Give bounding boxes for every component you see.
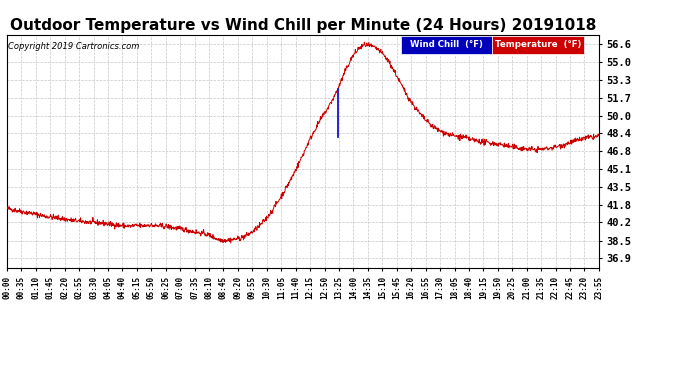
FancyBboxPatch shape <box>401 36 493 54</box>
Text: Temperature  (°F): Temperature (°F) <box>495 40 582 49</box>
Title: Outdoor Temperature vs Wind Chill per Minute (24 Hours) 20191018: Outdoor Temperature vs Wind Chill per Mi… <box>10 18 596 33</box>
Text: Copyright 2019 Cartronics.com: Copyright 2019 Cartronics.com <box>8 42 139 51</box>
Text: Wind Chill  (°F): Wind Chill (°F) <box>410 40 483 49</box>
FancyBboxPatch shape <box>493 36 584 54</box>
